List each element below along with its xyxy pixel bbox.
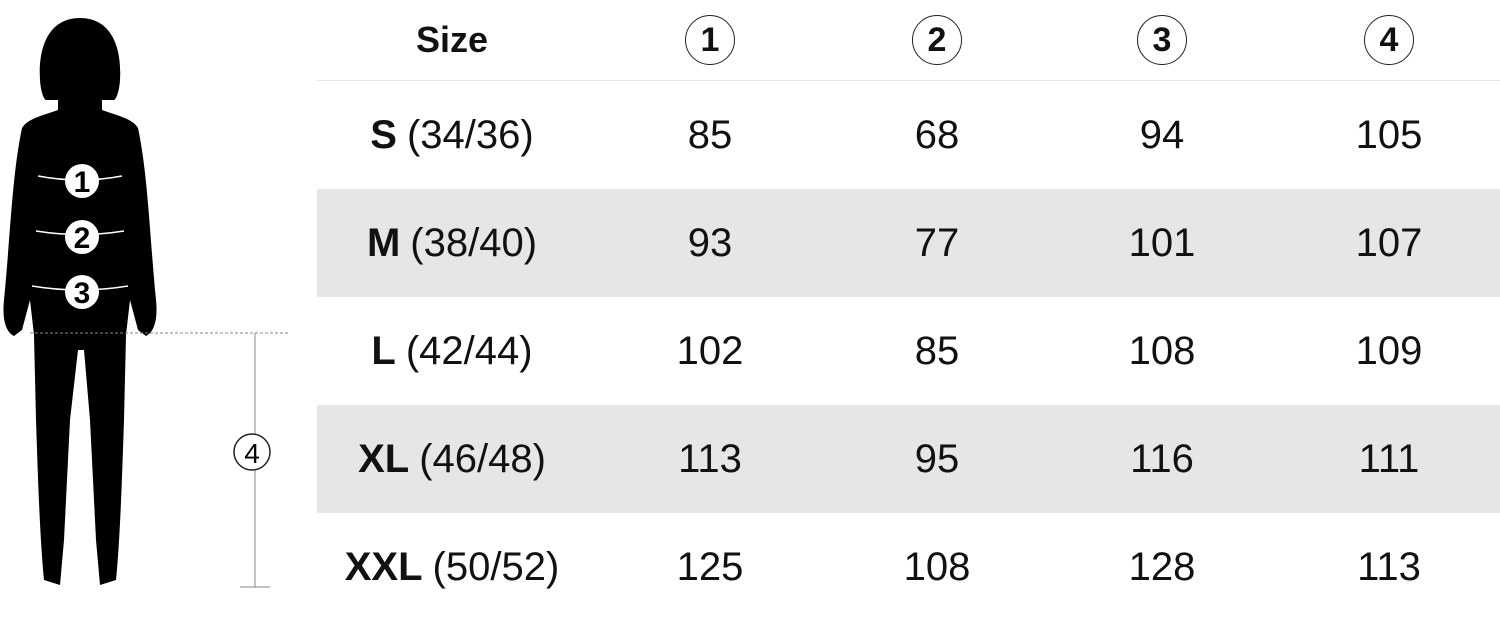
size-eu: (42/44) <box>405 328 533 373</box>
size-cell: S (34/36) <box>352 81 552 189</box>
size-letter: XXL <box>344 544 423 589</box>
size-cell: XL (46/48) <box>352 405 552 513</box>
header-col-3: 3 <box>1112 0 1212 80</box>
size-eu: (46/48) <box>419 436 546 481</box>
table-row: L (42/44) 102 85 108 109 <box>317 297 1500 405</box>
size-letter: XL <box>358 436 410 481</box>
marker-4: 4 <box>244 438 260 469</box>
header-divider <box>317 80 1500 81</box>
measurement-cell-3: 101 <box>1128 220 1196 265</box>
measurement-cell-3: 128 <box>1128 544 1196 589</box>
circled-number-2: 2 <box>912 15 962 65</box>
size-eu: (50/52) <box>432 544 560 589</box>
measurement-cell-1: 85 <box>687 112 733 157</box>
measurement-cell-4: 109 <box>1355 328 1423 373</box>
size-letter: M <box>366 220 401 265</box>
measurement-cell-4: 113 <box>1357 544 1421 589</box>
marker-2: 2 <box>74 222 91 255</box>
size-letter: S <box>370 112 397 157</box>
measurement-cell-4: 105 <box>1355 112 1423 157</box>
measurement-cell-2: 68 <box>914 112 960 157</box>
measurement-cell-4: 111 <box>1358 436 1420 481</box>
circled-number-4: 4 <box>1364 15 1414 65</box>
size-letter: L <box>371 328 396 373</box>
measurement-cell-3: 94 <box>1139 112 1185 157</box>
size-eu: (38/40) <box>410 220 538 265</box>
circled-number-1: 1 <box>685 15 735 65</box>
measurement-cell-3: 108 <box>1128 328 1196 373</box>
size-cell: XXL (50/52) <box>345 513 560 621</box>
marker-3: 3 <box>74 277 91 310</box>
table-row: XXL (50/52) 125 108 128 113 <box>317 513 1500 621</box>
size-cell: M (38/40) <box>352 189 552 297</box>
body-silhouette-figure: 1 2 3 4 <box>3 18 290 588</box>
size-cell: L (42/44) <box>352 297 552 405</box>
measurement-cell-3: 116 <box>1130 436 1194 481</box>
measurement-cell-1: 102 <box>676 328 744 373</box>
table-row: XL (46/48) 113 95 116 111 <box>317 405 1500 513</box>
measurement-cell-1: 113 <box>678 436 742 481</box>
measurement-cell-2: 95 <box>914 436 960 481</box>
header-col-1: 1 <box>660 0 760 80</box>
header-col-4: 4 <box>1339 0 1439 80</box>
circled-number-3: 3 <box>1137 15 1187 65</box>
marker-circles: 1 2 3 <box>65 164 99 310</box>
marker-1: 1 <box>74 166 91 199</box>
measurement-cell-2: 108 <box>903 544 971 589</box>
measurement-cell-4: 107 <box>1355 220 1423 265</box>
table-row: S (34/36) 85 68 94 105 <box>317 81 1500 189</box>
measurement-cell-1: 93 <box>687 220 733 265</box>
header-size: Size <box>415 19 489 60</box>
header-col-2: 2 <box>887 0 987 80</box>
table-row: M (38/40) 93 77 101 107 <box>317 189 1500 297</box>
measurement-cell-1: 125 <box>676 544 744 589</box>
size-eu: (34/36) <box>406 112 534 157</box>
measurement-cell-2: 85 <box>914 328 960 373</box>
measurement-cell-2: 77 <box>914 220 960 265</box>
